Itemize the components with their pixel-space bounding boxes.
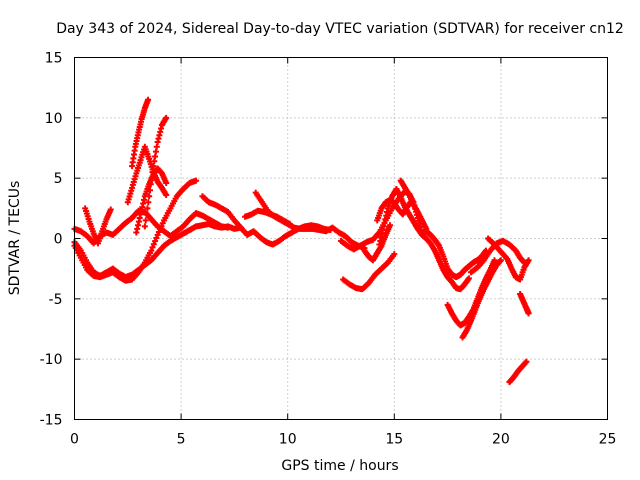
series-track-18 <box>361 222 394 264</box>
series-track-24 <box>506 358 530 386</box>
data-point <box>465 275 472 282</box>
y-tick-label: -5 <box>49 292 63 308</box>
data-points <box>71 96 532 386</box>
data-point <box>142 217 149 224</box>
data-point <box>391 251 398 258</box>
data-point <box>163 114 170 121</box>
x-tick-label: 0 <box>70 432 79 448</box>
data-point <box>144 205 151 212</box>
series-track-21 <box>468 237 528 276</box>
y-tick-label: 10 <box>45 111 63 127</box>
axis-ticks: 0 5 10 15 20 25 -15 -10 -5 0 5 10 15 <box>40 51 617 448</box>
series-track-3 <box>71 177 200 284</box>
data-point <box>145 199 152 206</box>
chart-title: Day 343 of 2024, Sidereal Day-to-day VTE… <box>56 21 624 37</box>
series-track-4 <box>82 205 114 247</box>
series-track-8 <box>133 165 170 236</box>
data-point <box>193 177 200 184</box>
data-point <box>387 222 394 229</box>
y-tick-label: 0 <box>54 232 63 248</box>
x-tick-label: 15 <box>385 432 403 448</box>
x-axis-label: GPS time / hours <box>281 458 398 474</box>
data-point <box>149 244 156 251</box>
x-tick-label: 5 <box>177 432 186 448</box>
data-point <box>150 241 157 248</box>
y-tick-label: -10 <box>40 352 63 368</box>
data-point <box>491 257 498 264</box>
x-tick-label: 25 <box>599 432 617 448</box>
data-point <box>152 238 159 245</box>
data-point <box>148 247 155 254</box>
data-point <box>327 227 334 234</box>
series-track-16 <box>374 196 415 224</box>
series-track-9 <box>199 193 244 231</box>
data-point <box>141 223 148 230</box>
data-point <box>107 206 114 213</box>
series-track-22 <box>485 235 532 283</box>
data-point <box>497 257 504 264</box>
series-track-6 <box>129 96 152 170</box>
y-tick-label: 5 <box>54 171 63 187</box>
y-tick-label: -15 <box>40 413 63 429</box>
data-point <box>145 96 152 103</box>
data-point <box>525 257 532 264</box>
data-point <box>163 192 170 199</box>
series-track-20 <box>459 257 504 341</box>
series-track-23 <box>517 291 532 317</box>
data-point <box>408 198 415 205</box>
data-point <box>523 358 530 365</box>
data-point <box>153 235 160 242</box>
series-track-11 <box>237 222 334 248</box>
x-tick-label: 20 <box>492 432 510 448</box>
series-track-12 <box>242 207 293 228</box>
data-point <box>525 310 532 317</box>
data-point <box>423 225 430 232</box>
series-track-17 <box>340 251 398 293</box>
data-point <box>286 221 293 228</box>
series-track-14 <box>376 186 472 293</box>
y-tick-label: 15 <box>45 51 63 67</box>
data-point <box>163 179 170 186</box>
data-point <box>143 211 150 218</box>
x-tick-label: 10 <box>279 432 297 448</box>
y-axis-label: SDTVAR / TECUs <box>7 181 23 296</box>
